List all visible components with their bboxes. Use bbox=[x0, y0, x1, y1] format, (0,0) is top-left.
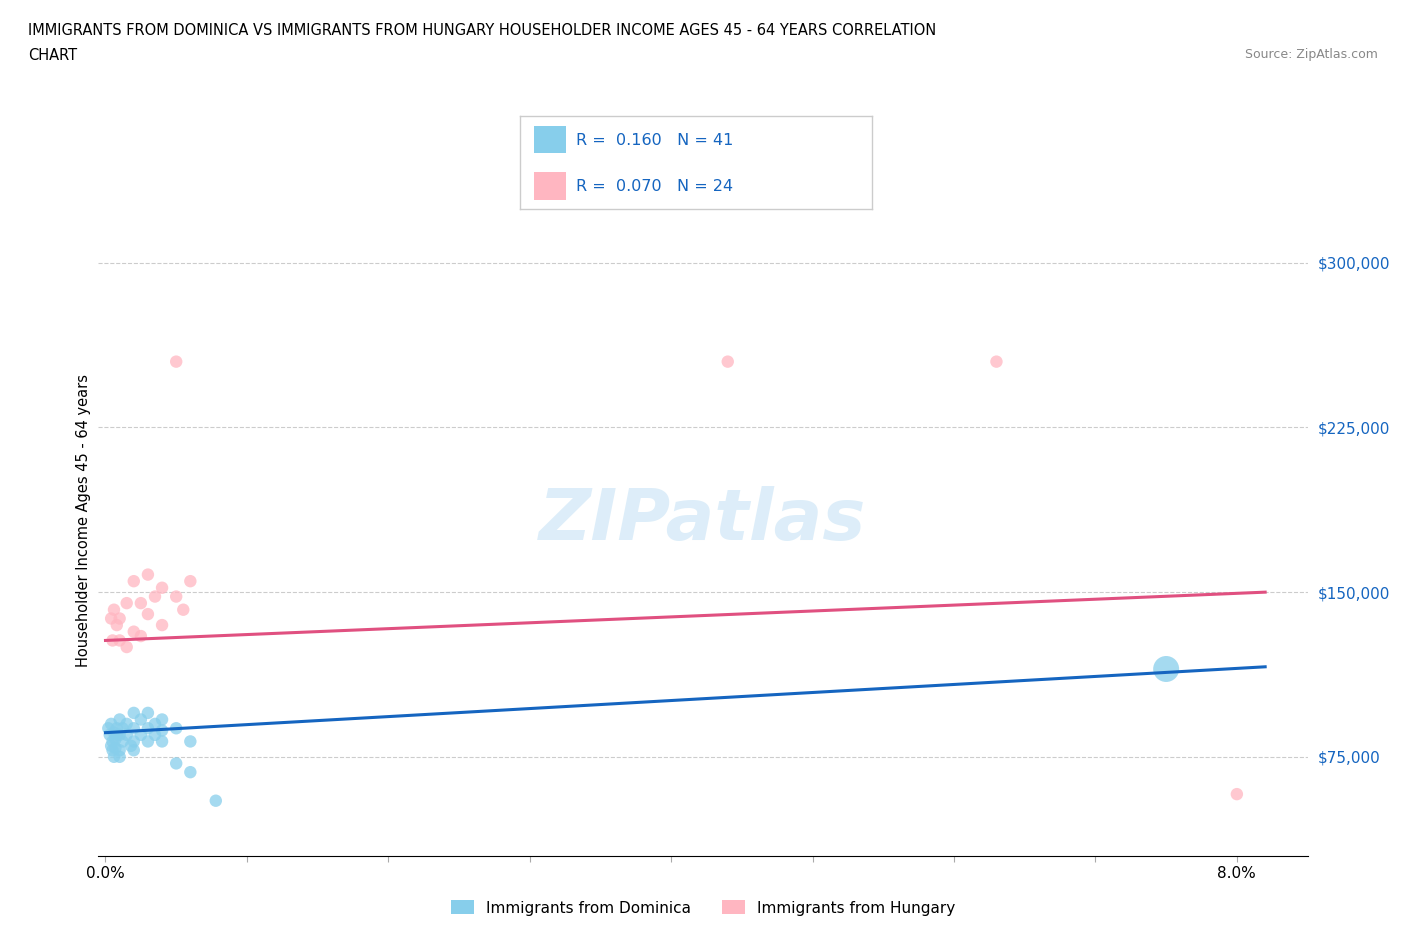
Point bbox=[150, 723, 173, 737]
Point bbox=[108, 727, 131, 742]
Point bbox=[129, 629, 152, 644]
Point bbox=[122, 721, 145, 736]
Point bbox=[115, 727, 138, 742]
Text: R =  0.070   N = 24: R = 0.070 N = 24 bbox=[576, 179, 734, 194]
Point bbox=[129, 727, 152, 742]
Y-axis label: Householder Income Ages 45 - 64 years: Householder Income Ages 45 - 64 years bbox=[76, 374, 91, 668]
Point bbox=[115, 640, 138, 655]
Point bbox=[122, 734, 145, 749]
Point bbox=[150, 734, 173, 749]
Text: R =  0.160   N = 41: R = 0.160 N = 41 bbox=[576, 133, 734, 148]
Point bbox=[165, 589, 187, 604]
Point bbox=[108, 611, 131, 626]
Text: ZIPatlas: ZIPatlas bbox=[540, 486, 866, 555]
Point bbox=[108, 750, 131, 764]
Point bbox=[120, 738, 142, 753]
Point bbox=[122, 743, 145, 758]
Point bbox=[165, 756, 187, 771]
Point bbox=[101, 743, 124, 758]
Point bbox=[100, 611, 122, 626]
Point bbox=[108, 712, 131, 727]
Point bbox=[136, 721, 159, 736]
Point bbox=[103, 725, 125, 740]
Point bbox=[108, 633, 131, 648]
Point bbox=[103, 603, 125, 618]
Point bbox=[136, 606, 159, 621]
Point bbox=[101, 734, 124, 749]
Point bbox=[179, 734, 201, 749]
Point bbox=[986, 354, 1008, 369]
Point bbox=[165, 354, 187, 369]
Bar bbox=[534, 172, 565, 200]
Point bbox=[122, 706, 145, 721]
Point bbox=[129, 712, 152, 727]
Point bbox=[115, 716, 138, 731]
Point bbox=[100, 716, 122, 731]
Point bbox=[101, 633, 124, 648]
Point bbox=[172, 603, 194, 618]
Text: CHART: CHART bbox=[28, 48, 77, 63]
Point bbox=[105, 727, 128, 742]
Point bbox=[122, 574, 145, 589]
Bar bbox=[534, 126, 565, 153]
Point bbox=[103, 750, 125, 764]
Point bbox=[115, 596, 138, 611]
Point bbox=[150, 580, 173, 595]
Point bbox=[204, 793, 226, 808]
Point bbox=[143, 589, 166, 604]
Point bbox=[129, 596, 152, 611]
Point bbox=[136, 706, 159, 721]
Point bbox=[150, 618, 173, 632]
Point bbox=[111, 734, 134, 749]
Text: Source: ZipAtlas.com: Source: ZipAtlas.com bbox=[1244, 48, 1378, 61]
Point bbox=[105, 721, 128, 736]
Point bbox=[108, 743, 131, 758]
Point bbox=[104, 732, 127, 747]
Point bbox=[150, 712, 173, 727]
Point bbox=[179, 574, 201, 589]
Point bbox=[1154, 661, 1177, 676]
Point bbox=[717, 354, 740, 369]
Point bbox=[143, 727, 166, 742]
Point bbox=[136, 734, 159, 749]
Point bbox=[100, 738, 122, 753]
Point bbox=[122, 624, 145, 639]
Point bbox=[136, 567, 159, 582]
Point bbox=[105, 618, 128, 632]
Text: IMMIGRANTS FROM DOMINICA VS IMMIGRANTS FROM HUNGARY HOUSEHOLDER INCOME AGES 45 -: IMMIGRANTS FROM DOMINICA VS IMMIGRANTS F… bbox=[28, 23, 936, 38]
Point bbox=[98, 727, 121, 742]
Point bbox=[97, 721, 120, 736]
Legend: Immigrants from Dominica, Immigrants from Hungary: Immigrants from Dominica, Immigrants fro… bbox=[444, 895, 962, 922]
Point bbox=[104, 740, 127, 755]
Point bbox=[111, 721, 134, 736]
Point bbox=[1226, 787, 1249, 802]
Point bbox=[179, 764, 201, 779]
Point bbox=[143, 716, 166, 731]
Point bbox=[165, 721, 187, 736]
